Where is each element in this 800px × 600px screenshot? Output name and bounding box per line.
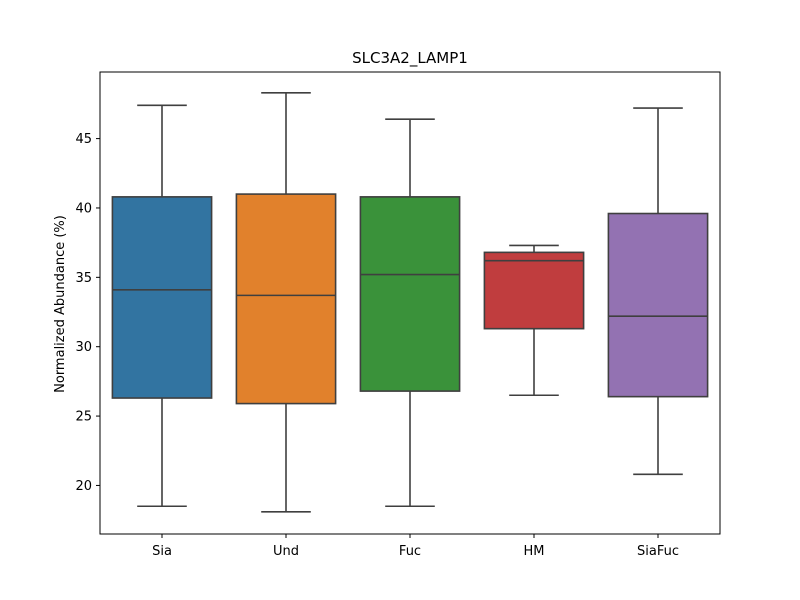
plot-area: 20 25 30 35 40 45 Sia Und Fuc HM SiaFuc [75, 92, 709, 559]
y-tick-label: 35 [75, 271, 92, 286]
chart-title: SLC3A2_LAMP1 [352, 49, 468, 68]
y-tick-label: 20 [75, 479, 92, 494]
box-siafuc [607, 212, 709, 398]
y-axis-title: Normalized Abundance (%) [53, 215, 68, 393]
axes-frame [99, 71, 721, 535]
box-hm [483, 251, 585, 330]
y-tick-label: 40 [75, 201, 92, 216]
x-tick-label: Und [273, 544, 299, 559]
y-tick-label: 25 [75, 410, 92, 425]
box-und [235, 193, 337, 405]
x-tick-label: Fuc [399, 544, 421, 559]
y-tick-label: 45 [75, 132, 92, 147]
box-fuc [359, 196, 461, 392]
x-tick-label: SiaFuc [637, 544, 679, 559]
x-tick-label: HM [524, 544, 545, 559]
x-tick-label: Sia [152, 544, 172, 559]
box-sia [111, 196, 213, 399]
y-tick-label: 30 [75, 340, 92, 355]
